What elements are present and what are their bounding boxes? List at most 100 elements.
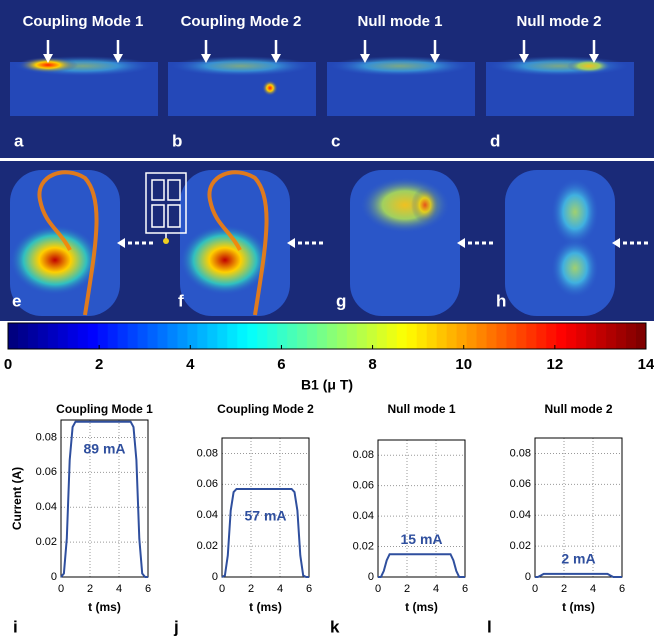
color-step [466, 323, 478, 349]
color-step [77, 323, 89, 349]
color-step [356, 323, 368, 349]
color-step [486, 323, 497, 349]
panel-letter: b [172, 131, 182, 150]
color-step [416, 323, 428, 349]
color-step [167, 323, 178, 349]
top-panels: Coupling Mode 1 a Coupling Mode 2 b Null mod… [10, 13, 634, 150]
x-tick-label: 6 [277, 356, 285, 373]
y-tick-label: 0.02 [353, 540, 374, 552]
color-step [287, 323, 298, 349]
x-tick-label: 12 [547, 356, 564, 373]
arrow-head [117, 238, 125, 248]
x-tick-label: 4 [116, 583, 122, 595]
color-step [307, 323, 318, 349]
panel-letter: f [178, 291, 184, 310]
color-step [137, 323, 149, 349]
hot-spot [567, 59, 611, 73]
color-step [267, 323, 278, 349]
x-tick-label: 0 [219, 583, 225, 595]
plot-frame [60, 419, 149, 578]
panel-letter: a [14, 131, 24, 150]
current-line [378, 553, 465, 578]
annotation: 89 mA [83, 440, 125, 456]
x-tick-label: 2 [87, 583, 93, 595]
y-tick-label: 0 [368, 571, 374, 583]
color-step [217, 323, 228, 349]
x-tick-label: 0 [532, 583, 538, 595]
x-tick-label: 8 [368, 356, 376, 373]
color-step [177, 323, 188, 349]
color-step [37, 323, 49, 349]
y-tick-label: 0.08 [197, 447, 218, 459]
chart-title: Coupling Mode 1 [56, 402, 153, 416]
panel-letter: k [330, 617, 340, 636]
x-tick-label: 2 [404, 583, 410, 595]
panel-letter: l [487, 617, 492, 636]
panel-title: Null mode 2 [516, 13, 601, 30]
colorbar-frame [7, 322, 647, 350]
y-tick-label: 0.02 [197, 540, 218, 552]
y-tick-label: 0.08 [353, 449, 374, 461]
color-step [546, 323, 557, 349]
color-step [436, 323, 448, 349]
hot-spot [10, 225, 100, 295]
field-glow [171, 56, 311, 76]
color-step [187, 323, 198, 349]
hot-spot [18, 57, 78, 73]
x-tick-label: 6 [145, 583, 151, 595]
y-tick-label: 0.06 [197, 478, 218, 490]
x-tick-label: 2 [561, 583, 567, 595]
color-step [516, 323, 527, 349]
arrow-head [589, 54, 599, 63]
color-step [376, 323, 388, 349]
panel-letter: i [13, 617, 18, 636]
plot-frame [221, 437, 310, 578]
color-step [366, 323, 378, 349]
color-step [616, 323, 627, 349]
annotation: 2 mA [561, 551, 595, 567]
hot-spot [411, 187, 439, 223]
color-step [197, 323, 208, 349]
color-step [277, 323, 288, 349]
arrow-head [201, 54, 211, 63]
x-tick-label: 6 [462, 583, 468, 595]
panel-title: Coupling Mode 2 [181, 13, 302, 30]
panel-letter: j [173, 617, 179, 636]
color-step [107, 323, 119, 349]
x-tick-label: 4 [277, 583, 283, 595]
wire-artifact [37, 170, 99, 316]
color-step [636, 323, 647, 349]
color-step [237, 323, 248, 349]
y-tick-label: 0.02 [510, 540, 531, 552]
x-tick-label: 14 [638, 356, 654, 373]
color-step [456, 323, 468, 349]
color-step [247, 323, 258, 349]
y-tick-label: 0.06 [36, 466, 57, 478]
current-line [60, 420, 148, 578]
chart-title: Null mode 1 [387, 402, 455, 416]
color-step [406, 323, 418, 349]
color-step [47, 323, 59, 349]
color-step [97, 323, 109, 349]
color-step [147, 323, 159, 349]
y-tick-label: 0.04 [197, 509, 218, 521]
color-step [526, 323, 537, 349]
current-line [535, 572, 622, 578]
y-tick-label: 0.06 [510, 478, 531, 490]
arrow-head [360, 54, 370, 63]
y-tick-label: 0.06 [353, 480, 374, 492]
x-tick-label: 6 [306, 583, 312, 595]
color-step [506, 323, 517, 349]
x-tick-label: 6 [619, 583, 625, 595]
y-tick-label: 0.08 [510, 447, 531, 459]
arrow-head [113, 54, 123, 63]
color-step [327, 323, 338, 349]
color-step [396, 323, 408, 349]
y-tick-label: 0 [212, 571, 218, 583]
annotation: 15 mA [400, 531, 442, 547]
x-axis-label: t (ms) [249, 600, 282, 614]
y-tick-label: 0.04 [36, 501, 57, 513]
arrow-head [430, 54, 440, 63]
arrow-head [519, 54, 529, 63]
